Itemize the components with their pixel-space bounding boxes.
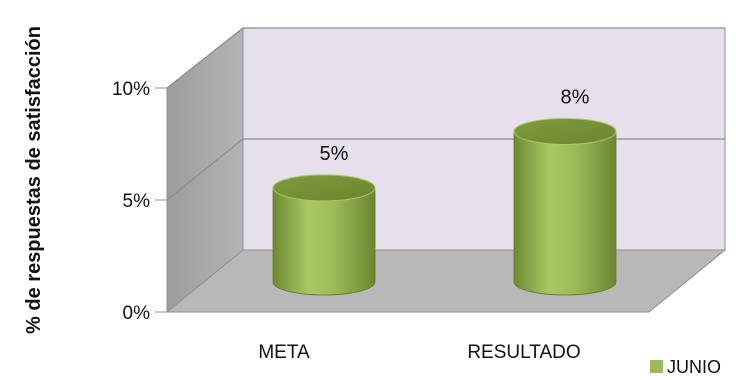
- bar-top: [272, 174, 376, 202]
- bar: [272, 174, 376, 296]
- x-axis-ticks: META RESULTADO: [258, 342, 580, 363]
- y-tick-label: 5%: [123, 191, 151, 212]
- bar-top: [513, 117, 617, 145]
- data-label: 5%: [320, 143, 349, 165]
- plot-frame: [165, 26, 727, 314]
- gridline: [166, 27, 725, 89]
- y-tick-label: 10%: [112, 79, 150, 100]
- y-tick-label: 0%: [123, 303, 151, 324]
- data-labels: 5% 8%: [320, 86, 590, 164]
- x-tick-label: META: [258, 342, 310, 363]
- legend: JUNIO: [650, 357, 721, 377]
- y-axis-title: % de respuestas de satisfacción: [23, 26, 45, 334]
- legend-swatch: [650, 360, 663, 373]
- legend-label: JUNIO: [667, 357, 721, 377]
- floor: [165, 249, 727, 313]
- bar-body: [513, 131, 617, 296]
- bar: [513, 117, 617, 296]
- x-tick-label: RESULTADO: [467, 342, 580, 363]
- bar-body: [272, 187, 376, 296]
- y-axis-ticks: 0% 5% 10%: [112, 79, 167, 324]
- bars: [272, 117, 617, 296]
- data-label: 8%: [561, 86, 590, 108]
